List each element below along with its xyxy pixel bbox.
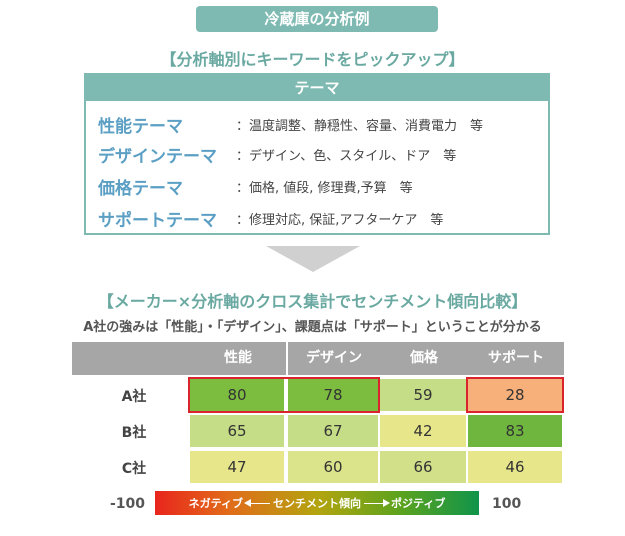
scale-negative-label: ネガティブ [188, 497, 243, 510]
theme-box-header: テーマ [86, 75, 548, 101]
theme-keywords: ：価格, 値段, 修理費,予算 等 [236, 180, 413, 196]
row-label: A社 [121, 389, 147, 405]
scale-min-label: -100 [110, 496, 146, 512]
section-heading-keywords: 【分析軸別にキーワードをピックアップ】 [160, 50, 465, 69]
theme-row-price: 価格テーマ ：価格, 値段, 修理費,予算 等 [98, 174, 413, 199]
arrow-left-icon [244, 498, 270, 507]
theme-keywords: ：温度調整、静穏性、容量、消費電力 等 [236, 118, 484, 134]
theme-row-support: サポートテーマ ：修理対応, 保証,アフターケア 等 [98, 206, 444, 231]
scale-label: センチメント傾向 [273, 497, 361, 510]
theme-keywords: ：デザイン、色、スタイル、ドア 等 [236, 148, 457, 164]
heatmap-cell: 60 [288, 451, 378, 483]
heatmap-cell: 83 [468, 415, 562, 447]
highlight-border [466, 377, 564, 413]
heatmap-cell: 67 [288, 415, 378, 447]
highlight-border [188, 377, 380, 413]
heatmap-cell: 47 [190, 451, 284, 483]
summary-text: A社の強みは「性能」・「デザイン」、課題点は「サポート」ということが分かる [83, 320, 542, 335]
heatmap-cell: 78 [288, 379, 378, 411]
arrow-right-icon [364, 498, 390, 507]
theme-name: サポートテーマ [98, 210, 217, 231]
column-header: サポート [468, 342, 564, 375]
theme-name: 性能テーマ [98, 116, 183, 137]
theme-box: テーマ 性能テーマ ：温度調整、静穏性、容量、消費電力 等 デザインテーマ ：デ… [84, 73, 550, 235]
theme-row-performance: 性能テーマ ：温度調整、静穏性、容量、消費電力 等 [98, 112, 484, 137]
column-header: 性能 [190, 342, 286, 375]
theme-name: 価格テーマ [98, 178, 183, 199]
heatmap-cell: 66 [380, 451, 466, 483]
theme-name: デザインテーマ [98, 146, 217, 167]
table-header-blank [72, 342, 190, 375]
sentiment-scale: ネガティブ センチメント傾向 ポジティブ [155, 491, 479, 515]
heatmap-cell: 46 [468, 451, 562, 483]
heatmap-cell: 65 [190, 415, 284, 447]
section-heading-cross: 【メーカー×分析軸のクロス集計でセンチメント傾向比較】 [97, 292, 528, 311]
heatmap-cell: 28 [468, 379, 562, 411]
column-header: デザイン [288, 342, 380, 375]
heatmap-cell: 80 [190, 379, 284, 411]
scale-positive-label: ポジティブ [391, 497, 446, 510]
theme-keywords: ：修理対応, 保証,アフターケア 等 [236, 212, 444, 228]
heatmap-cell: 42 [380, 415, 466, 447]
scale-max-label: 100 [492, 496, 522, 512]
row-label: C社 [121, 461, 147, 477]
heatmap-cell: 59 [380, 379, 466, 411]
column-header: 価格 [380, 342, 468, 375]
down-arrow-icon [266, 246, 360, 272]
page-title: 冷蔵庫の分析例 [196, 6, 438, 32]
theme-row-design: デザインテーマ ：デザイン、色、スタイル、ドア 等 [98, 142, 457, 167]
row-label: B社 [121, 425, 147, 441]
